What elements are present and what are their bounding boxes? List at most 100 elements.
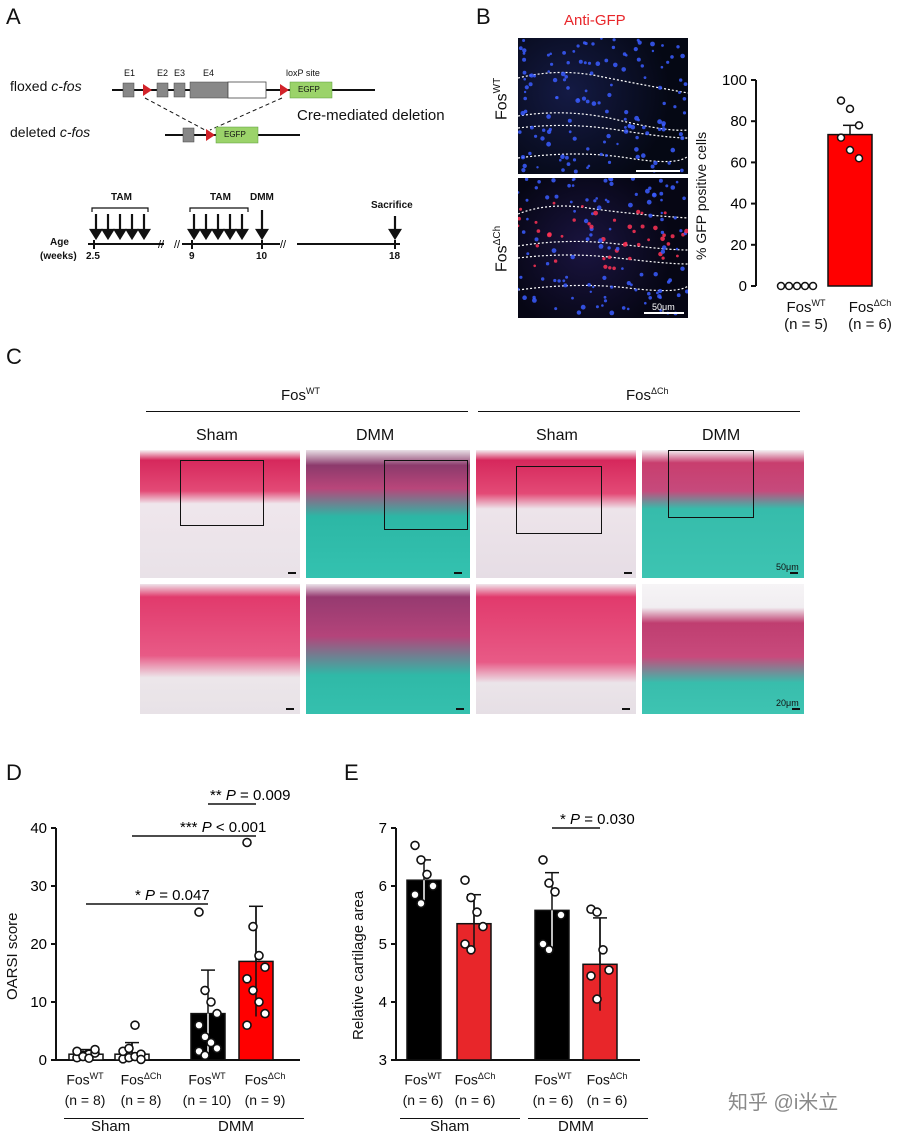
b-x1-n: (n = 6) [848, 316, 892, 333]
nucleus-dot [595, 305, 599, 309]
scale-label-c-bottom: 20μm [776, 698, 799, 708]
nucleus-dot [566, 61, 570, 65]
c-col-sham-1: Sham [196, 427, 238, 444]
nucleus-dot [523, 96, 527, 101]
nucleus-dot [628, 202, 633, 208]
row1-sup: WT [492, 77, 503, 94]
nucleus-dot [518, 191, 520, 194]
data-point [478, 921, 488, 932]
nucleus-dot [633, 47, 638, 52]
nucleus-dot [607, 255, 612, 260]
cre-deletion-text: Cre-mediated deletion [297, 107, 445, 124]
nucleus-dot [613, 62, 618, 68]
nucleus-dot [518, 224, 520, 228]
nucleus-dot [547, 70, 550, 73]
data-point [242, 837, 252, 848]
nucleus-dot [553, 278, 557, 283]
row2-main: Fos [493, 245, 511, 272]
nucleus-dot [662, 233, 666, 237]
nucleus-dot [523, 90, 527, 94]
gene-diagram: // // // [88, 81, 402, 251]
nucleus-dot [670, 147, 676, 153]
nucleus-dot [524, 178, 529, 181]
nucleus-dot [636, 57, 641, 62]
nucleus-dot [616, 142, 619, 146]
nucleus-dot [657, 127, 662, 131]
exon-label-e4: E4 [203, 68, 215, 78]
nucleus-dot [546, 53, 550, 57]
nucleus-dot [580, 304, 586, 310]
x-category-label: FosΔCh (n = 6) [454, 1071, 496, 1108]
ytick-label: 7 [379, 820, 387, 837]
nucleus-dot [670, 234, 675, 239]
nucleus-dot [682, 196, 686, 201]
deleted-text: deleted [10, 124, 60, 140]
nucleus-dot [593, 210, 598, 216]
significance-label: ** P = 0.009 [210, 787, 291, 804]
nucleus-dot [522, 48, 527, 53]
data-point [410, 840, 420, 851]
nucleus-dot [567, 183, 571, 188]
data-point [598, 945, 608, 955]
nucleus-dot [650, 164, 655, 169]
data-point [260, 1008, 270, 1019]
exon-label-e1: E1 [124, 68, 136, 78]
histology-foswt-dmm-low [306, 450, 470, 578]
e-group-sham: Sham [430, 1118, 470, 1135]
nucleus-dot [621, 306, 626, 310]
nucleus-dot [610, 83, 613, 87]
nucleus-dot [589, 71, 594, 75]
b-x1-sup: ΔCh [873, 298, 892, 308]
nucleus-dot [576, 44, 580, 48]
c-group2-rule [478, 411, 800, 412]
nucleus-dot [586, 166, 589, 169]
nucleus-dot [529, 73, 534, 78]
nucleus-dot [546, 232, 552, 238]
nucleus-dot [572, 50, 576, 53]
nucleus-dot [569, 200, 573, 204]
nucleus-dot [541, 277, 545, 281]
nucleus-dot [651, 49, 655, 53]
nucleus-dot [643, 76, 647, 79]
data-point [592, 907, 602, 917]
b-data-point [800, 281, 810, 291]
b-ytick-label: 80 [730, 113, 747, 130]
dmm-arrow [255, 210, 269, 241]
nucleus-dot [625, 54, 628, 57]
weeks-label: (weeks) [40, 251, 77, 262]
nucleus-dot [660, 249, 666, 254]
b-ytick-label: 40 [730, 196, 747, 213]
nucleus-dot [520, 155, 526, 160]
data-point [538, 855, 548, 865]
nucleus-dot [680, 136, 685, 141]
nucleus-dot [571, 296, 574, 300]
nucleus-dot [609, 181, 614, 186]
nucleus-dot [524, 85, 529, 90]
nucleus-dot [545, 262, 550, 266]
nucleus-dot [609, 310, 615, 316]
nucleus-dot [615, 246, 620, 251]
egfp-label-1: EGFP [298, 85, 320, 94]
b-data-point [854, 121, 864, 130]
b-data-point [784, 281, 794, 291]
nucleus-dot [630, 124, 636, 130]
nucleus-dot [598, 244, 604, 249]
nucleus-dot [585, 198, 589, 202]
nucleus-dot [589, 224, 594, 229]
nucleus-dot [534, 134, 538, 138]
c-group1-rule [146, 411, 468, 412]
e-dmm-rule [528, 1118, 648, 1119]
nucleus-dot [570, 254, 575, 260]
nucleus-dot [534, 237, 539, 242]
b-x0-main: Fos [786, 299, 812, 316]
nucleus-dot [626, 307, 630, 311]
nucleus-dot [528, 82, 533, 87]
nucleus-dot [658, 178, 663, 183]
nucleus-dot [660, 217, 664, 222]
nucleus-dot [578, 59, 583, 64]
data-point [260, 962, 270, 972]
c-g2-sup: ΔCh [651, 386, 669, 396]
gfp-bar-chart: 0 20 40 60 80 100 [722, 72, 873, 295]
e-sham-rule [400, 1118, 520, 1119]
nucleus-dot [596, 205, 602, 210]
